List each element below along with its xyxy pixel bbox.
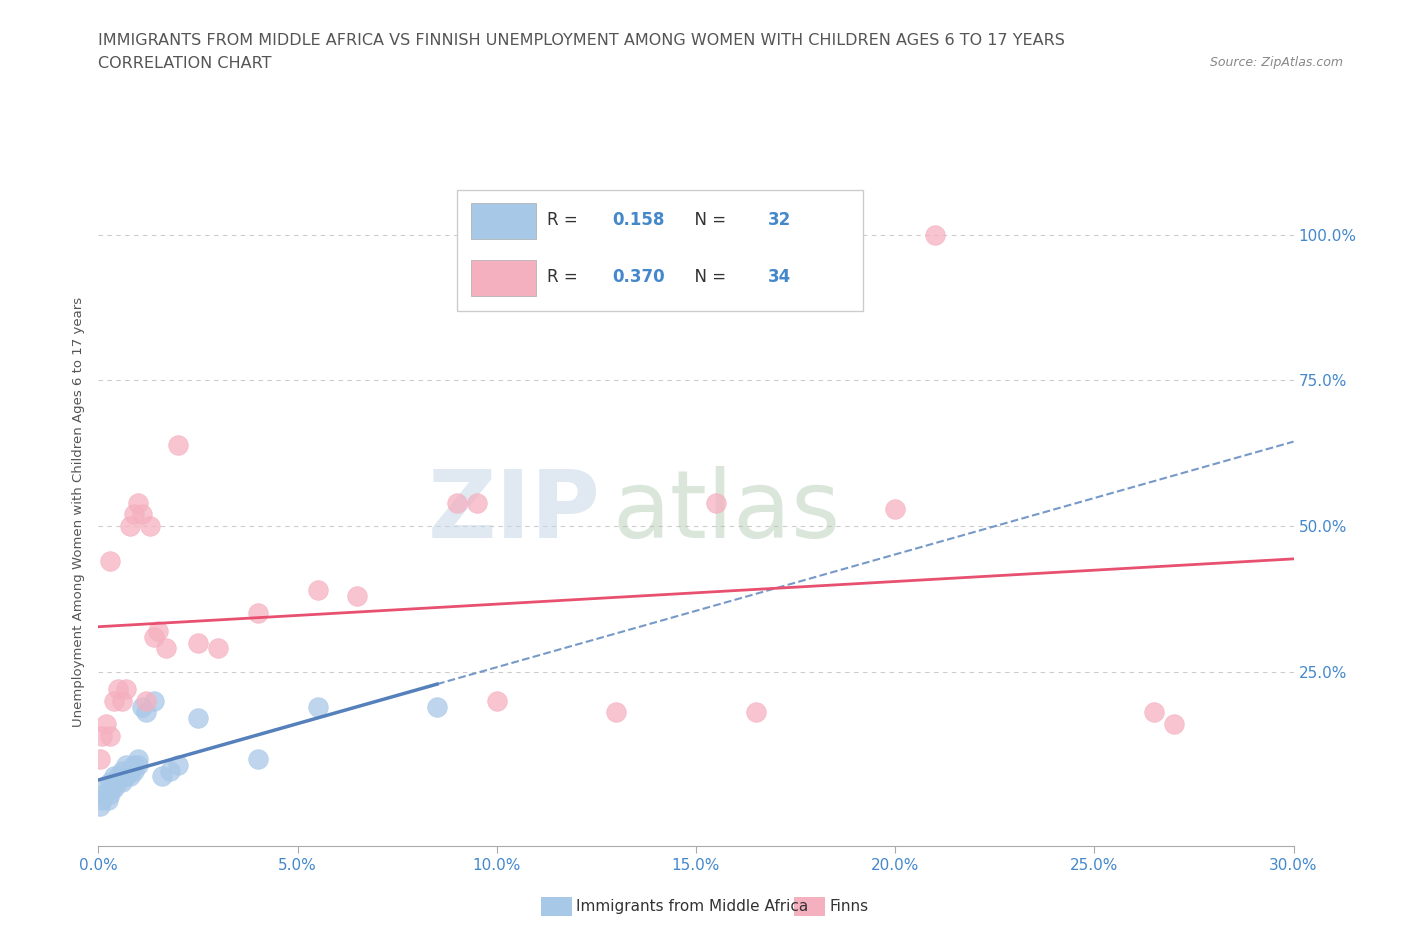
Point [101,780,124,795]
Point [107,769,129,784]
Point [426,699,449,714]
Point [91,792,114,807]
Point [107,682,129,697]
Point [187,711,209,725]
Point [111,693,134,708]
Text: 0.370: 0.370 [613,268,665,286]
Point [91,728,114,743]
Text: Finns: Finns [830,899,869,914]
Point [131,507,153,522]
Point [100,787,122,802]
Point [103,693,125,708]
Point [150,769,173,784]
Point [96,780,118,795]
Point [107,775,129,790]
Text: 34: 34 [768,268,792,286]
Point [127,757,149,772]
Point [1143,705,1166,720]
Text: 32: 32 [768,211,792,229]
Point [111,775,134,790]
Point [465,496,488,511]
Point [89,751,111,766]
Point [135,705,157,720]
Y-axis label: Unemployment Among Women with Children Ages 6 to 17 years: Unemployment Among Women with Children A… [72,297,86,726]
Point [120,769,142,784]
Text: R =: R = [547,268,582,286]
Point [115,682,138,697]
Point [93,787,115,802]
Point [207,641,229,656]
Point [100,553,122,568]
Point [159,764,181,778]
Point [131,699,153,714]
Point [100,728,122,743]
Point [246,751,269,766]
Point [884,501,907,516]
Text: Immigrants from Middle Africa: Immigrants from Middle Africa [576,899,808,914]
Point [111,764,134,778]
Point [97,792,120,807]
Point [143,630,166,644]
Text: 0.158: 0.158 [613,211,665,229]
Point [246,606,269,621]
Point [446,496,468,511]
Point [307,699,329,714]
Point [89,798,111,813]
Point [485,693,508,708]
Point [103,780,125,795]
Text: N =: N = [685,211,731,229]
Text: R =: R = [547,211,582,229]
Point [100,775,122,790]
Point [135,693,157,708]
Point [120,764,142,778]
Point [127,751,149,766]
Text: IMMIGRANTS FROM MIDDLE AFRICA VS FINNISH UNEMPLOYMENT AMONG WOMEN WITH CHILDREN : IMMIGRANTS FROM MIDDLE AFRICA VS FINNISH… [98,33,1066,47]
Point [167,757,190,772]
FancyBboxPatch shape [471,203,536,239]
Point [124,757,146,772]
Text: N =: N = [685,268,731,286]
Point [924,228,946,243]
Point [704,496,727,511]
FancyBboxPatch shape [457,190,863,311]
Point [148,623,170,638]
Point [155,641,177,656]
Point [187,635,209,650]
Text: ZIP: ZIP [427,466,600,557]
FancyBboxPatch shape [471,259,536,296]
Point [167,437,190,452]
Point [103,769,125,784]
Text: Source: ZipAtlas.com: Source: ZipAtlas.com [1209,56,1343,69]
Point [346,589,368,604]
Point [115,757,138,772]
Point [96,717,118,732]
Point [307,583,329,598]
Point [605,705,627,720]
Point [143,693,166,708]
Point [1163,717,1185,732]
Point [120,519,142,534]
Point [127,496,149,511]
Point [124,764,146,778]
Point [124,507,146,522]
Point [115,769,138,784]
Point [745,705,768,720]
Point [139,519,162,534]
Text: CORRELATION CHART: CORRELATION CHART [98,56,271,71]
Text: atlas: atlas [613,466,841,557]
